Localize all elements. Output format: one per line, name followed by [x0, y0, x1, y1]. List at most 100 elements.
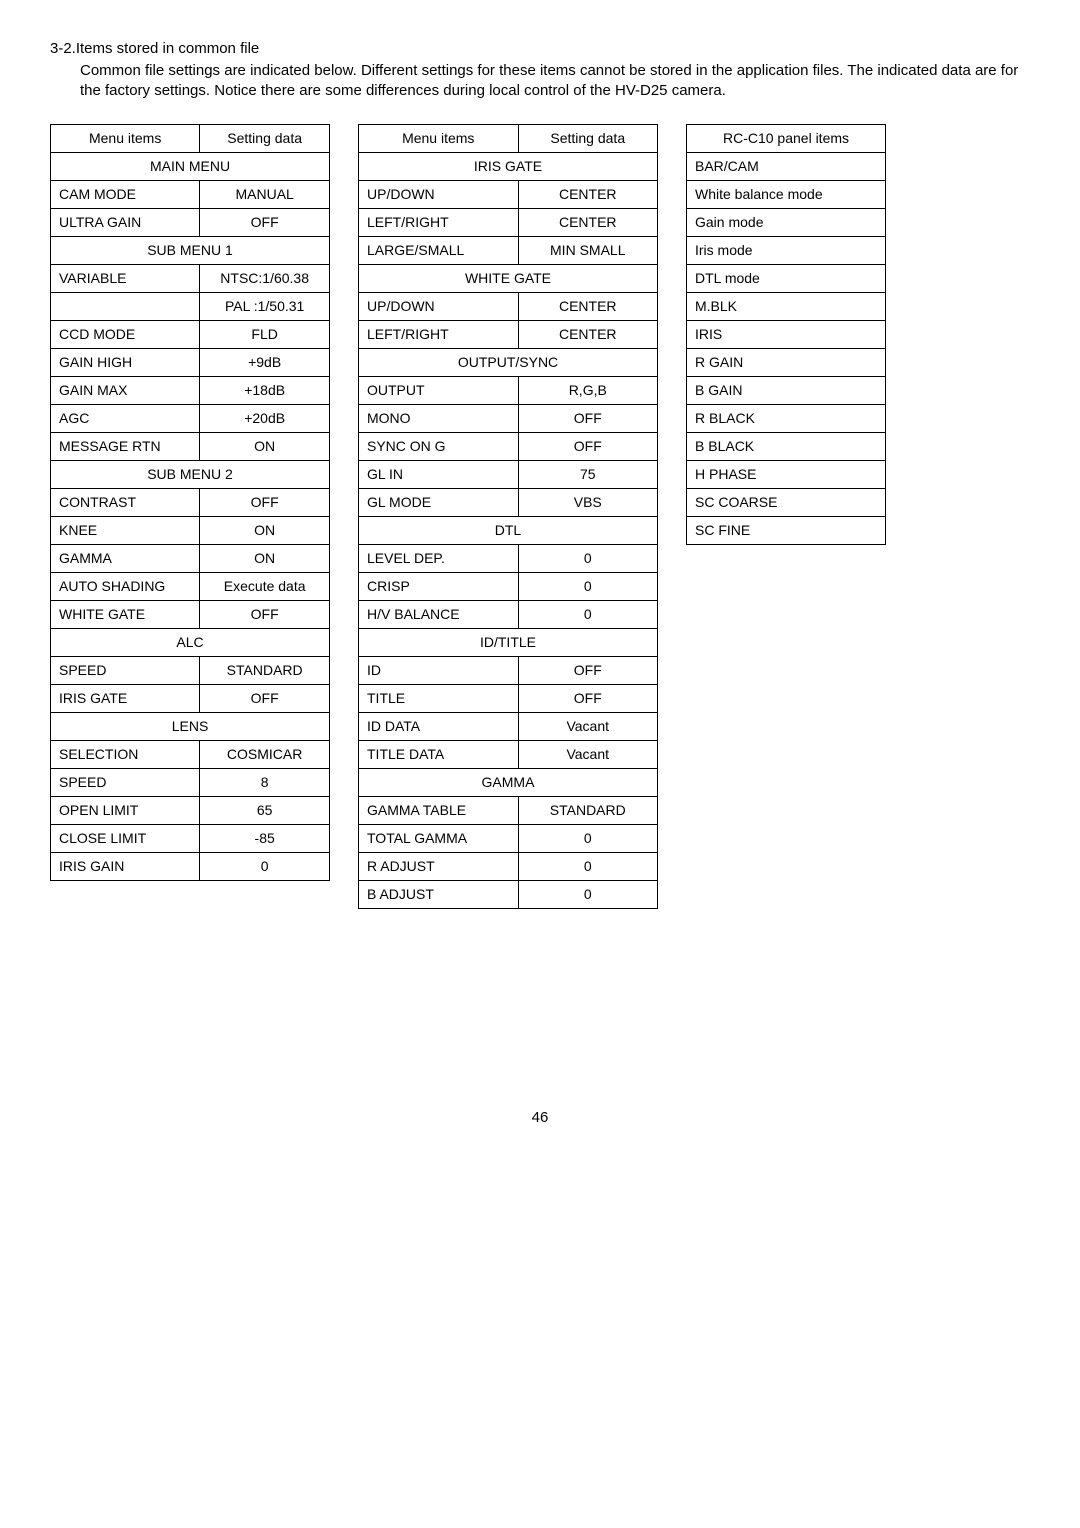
t2-cell-value: CENTER: [518, 208, 658, 236]
t2-cell-value: VBS: [518, 488, 658, 516]
t2-cell-value: 0: [518, 824, 658, 852]
t2-cell-name: H/V BALANCE: [359, 600, 519, 628]
t2-cell-value: Vacant: [518, 740, 658, 768]
t2-section: GAMMA: [359, 768, 658, 796]
t1-cell-value: ON: [200, 544, 330, 572]
t2-cell-name: TITLE: [359, 684, 519, 712]
t2-cell-name: ID: [359, 656, 519, 684]
t1-cell-name: SPEED: [51, 656, 200, 684]
t1-cell-name: GAIN HIGH: [51, 348, 200, 376]
t2-cell-value: MIN SMALL: [518, 236, 658, 264]
t2-cell-name: B ADJUST: [359, 880, 519, 908]
t2-cell-name: TITLE DATA: [359, 740, 519, 768]
t2-cell-name: TOTAL GAMMA: [359, 824, 519, 852]
t1-cell-value: 8: [200, 768, 330, 796]
t2-cell-value: 0: [518, 880, 658, 908]
t2-header-col2: Setting data: [518, 124, 658, 152]
t2-cell-name: LARGE/SMALL: [359, 236, 519, 264]
t1-cell-value: OFF: [200, 488, 330, 516]
t3-cell: R GAIN: [687, 348, 886, 376]
t1-cell-name: KNEE: [51, 516, 200, 544]
t2-cell-name: LEVEL DEP.: [359, 544, 519, 572]
t2-cell-name: R ADJUST: [359, 852, 519, 880]
t1-header-col2: Setting data: [200, 124, 330, 152]
t1-cell-value: +18dB: [200, 376, 330, 404]
t1-cell-value: OFF: [200, 684, 330, 712]
t1-cell-value: STANDARD: [200, 656, 330, 684]
t1-cell-value: -85: [200, 824, 330, 852]
t3-cell: White balance mode: [687, 180, 886, 208]
t1-cell-value: FLD: [200, 320, 330, 348]
t2-cell-value: 0: [518, 572, 658, 600]
t1-cell-name: OPEN LIMIT: [51, 796, 200, 824]
t1-cell-name: AGC: [51, 404, 200, 432]
page-number: 46: [50, 1109, 1030, 1126]
intro-paragraph: Common file settings are indicated below…: [80, 61, 1030, 102]
t1-cell-value: +9dB: [200, 348, 330, 376]
t2-cell-name: LEFT/RIGHT: [359, 320, 519, 348]
t2-cell-name: LEFT/RIGHT: [359, 208, 519, 236]
t3-cell: B BLACK: [687, 432, 886, 460]
t2-cell-value: OFF: [518, 656, 658, 684]
t2-cell-value: Vacant: [518, 712, 658, 740]
t2-cell-value: OFF: [518, 432, 658, 460]
t1-cell-name: WHITE GATE: [51, 600, 200, 628]
t1-cell-name: MESSAGE RTN: [51, 432, 200, 460]
t1-cell-name: CLOSE LIMIT: [51, 824, 200, 852]
t1-cell-name: [51, 292, 200, 320]
t1-cell-name: VARIABLE: [51, 264, 200, 292]
t2-cell-value: 0: [518, 852, 658, 880]
t1-cell-name: GAIN MAX: [51, 376, 200, 404]
t2-cell-value: 0: [518, 600, 658, 628]
t3-header: RC-C10 panel items: [687, 124, 886, 152]
t1-cell-name: ULTRA GAIN: [51, 208, 200, 236]
t2-cell-name: SYNC ON G: [359, 432, 519, 460]
t3-cell: H PHASE: [687, 460, 886, 488]
t1-section: MAIN MENU: [51, 152, 330, 180]
t1-cell-name: CONTRAST: [51, 488, 200, 516]
t1-header-col1: Menu items: [51, 124, 200, 152]
t2-section: DTL: [359, 516, 658, 544]
t1-section: ALC: [51, 628, 330, 656]
t2-cell-name: GL MODE: [359, 488, 519, 516]
t2-cell-value: 0: [518, 544, 658, 572]
t1-section: SUB MENU 1: [51, 236, 330, 264]
t3-cell: SC COARSE: [687, 488, 886, 516]
t1-cell-name: IRIS GAIN: [51, 852, 200, 880]
t2-cell-value: CENTER: [518, 320, 658, 348]
t3-cell: Iris mode: [687, 236, 886, 264]
table-3: RC-C10 panel items BAR/CAMWhite balance …: [686, 124, 886, 545]
t3-cell: BAR/CAM: [687, 152, 886, 180]
t1-cell-value: PAL :1/50.31: [200, 292, 330, 320]
t2-section: IRIS GATE: [359, 152, 658, 180]
tables-container: Menu items Setting data MAIN MENUCAM MOD…: [50, 124, 1030, 909]
t1-cell-name: SPEED: [51, 768, 200, 796]
t1-cell-name: CAM MODE: [51, 180, 200, 208]
t2-cell-value: CENTER: [518, 292, 658, 320]
t2-section: ID/TITLE: [359, 628, 658, 656]
t2-cell-value: 75: [518, 460, 658, 488]
t1-cell-name: CCD MODE: [51, 320, 200, 348]
t1-section: SUB MENU 2: [51, 460, 330, 488]
t2-cell-name: CRISP: [359, 572, 519, 600]
t2-cell-name: OUTPUT: [359, 376, 519, 404]
t1-cell-name: SELECTION: [51, 740, 200, 768]
t1-cell-value: ON: [200, 432, 330, 460]
t2-section: WHITE GATE: [359, 264, 658, 292]
t2-cell-value: OFF: [518, 684, 658, 712]
t1-cell-value: COSMICAR: [200, 740, 330, 768]
t1-cell-name: AUTO SHADING: [51, 572, 200, 600]
t3-cell: M.BLK: [687, 292, 886, 320]
t2-cell-name: GAMMA TABLE: [359, 796, 519, 824]
t1-cell-value: OFF: [200, 208, 330, 236]
t2-cell-value: R,G,B: [518, 376, 658, 404]
t2-cell-name: UP/DOWN: [359, 180, 519, 208]
t1-cell-value: OFF: [200, 600, 330, 628]
table-1: Menu items Setting data MAIN MENUCAM MOD…: [50, 124, 330, 881]
t3-cell: SC FINE: [687, 516, 886, 544]
t3-cell: R BLACK: [687, 404, 886, 432]
section-heading: 3-2.Items stored in common file: [50, 40, 1030, 57]
t1-cell-value: ON: [200, 516, 330, 544]
t1-cell-value: 0: [200, 852, 330, 880]
t3-cell: IRIS: [687, 320, 886, 348]
